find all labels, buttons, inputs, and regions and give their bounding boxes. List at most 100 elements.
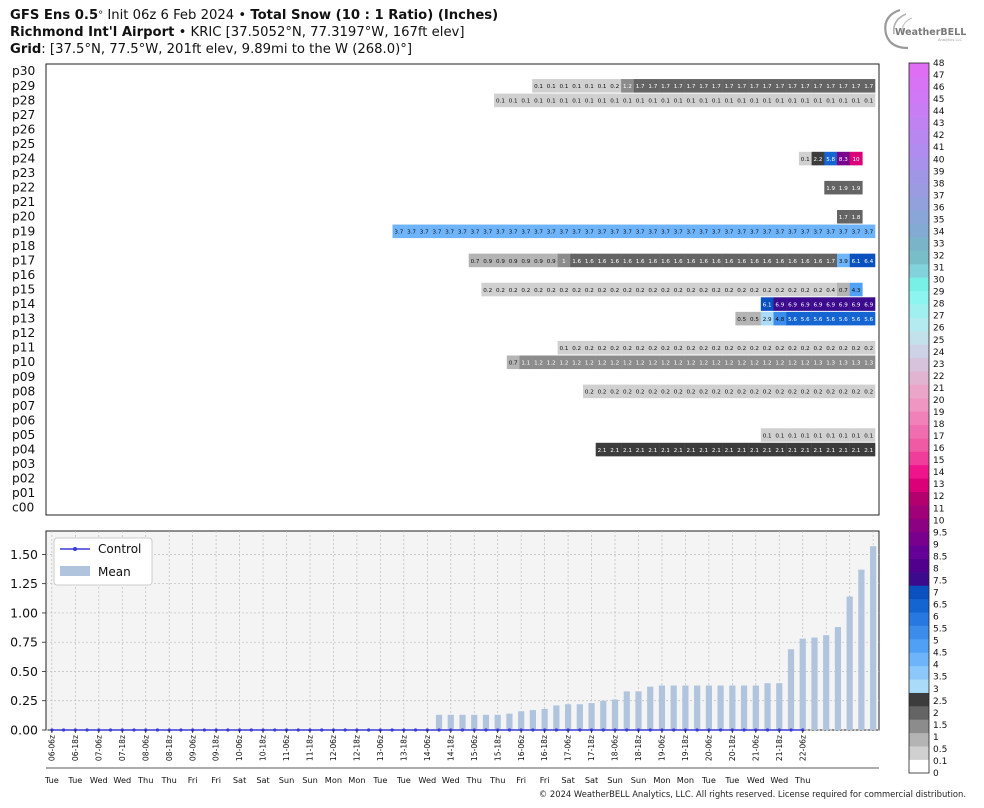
mean-bar <box>447 714 454 730</box>
colorbar-tick-label: 13 <box>933 480 944 490</box>
x-tick-label: 17-18z <box>587 735 596 761</box>
control-point <box>320 728 324 732</box>
heatmap-cell-value: 1.7 <box>725 84 734 90</box>
heatmap-cell <box>824 224 838 239</box>
day-label: Sat <box>585 775 599 785</box>
heatmap-cell-value: 0.1 <box>534 84 543 90</box>
heatmap-cell <box>684 355 698 370</box>
control-point <box>765 728 770 732</box>
day-label: Thu <box>466 775 482 785</box>
heatmap-cell-value: 1.7 <box>636 84 645 90</box>
y-tick-label: 1.50 <box>10 547 38 562</box>
weatherbell-logo: WeatherBELL Analytics LLC <box>884 8 966 50</box>
heatmap-cell <box>722 93 736 108</box>
y-tick-label: 0.75 <box>10 635 38 650</box>
init-time: Init 06z 6 Feb 2024 • <box>103 8 251 23</box>
heatmap-cell-value: 0.2 <box>712 346 721 352</box>
heatmap-cell <box>633 79 647 93</box>
heatmap-cell <box>544 224 558 239</box>
heatmap-cell <box>392 224 406 239</box>
colorbar-segment <box>909 89 929 104</box>
heatmap-cell-value: 0.1 <box>763 99 772 105</box>
heatmap-cell <box>684 253 698 268</box>
colorbar-tick-label: 20 <box>933 396 945 406</box>
row-label-p03: p03 <box>12 457 35 471</box>
heatmap-cell-value: 3.7 <box>712 230 721 236</box>
heatmap-cell <box>849 297 863 311</box>
heatmap-cell <box>697 93 711 108</box>
colorbar-tick-label: 2.5 <box>933 697 947 707</box>
heatmap-cell <box>710 282 723 297</box>
heatmap-cell <box>824 297 838 311</box>
heatmap-cell <box>773 340 787 355</box>
control-point <box>273 728 277 732</box>
heatmap-cell <box>760 384 774 399</box>
heatmap-cell-value: 0.2 <box>801 390 810 396</box>
legend: Control Mean <box>53 537 153 586</box>
row-label-p09: p09 <box>12 370 35 384</box>
heatmap-cell <box>646 442 660 457</box>
heatmap-cell-value: 0.1 <box>750 99 759 105</box>
day-label: Fri <box>516 775 526 785</box>
heatmap-cell <box>671 442 685 457</box>
heatmap-cell-value: 3.7 <box>636 230 645 236</box>
x-tick-label: 16-06z <box>517 735 526 761</box>
colorbar-tick-label: 2 <box>933 709 939 719</box>
row-label-p04: p04 <box>12 443 35 457</box>
legend-mean-swatch <box>60 566 90 576</box>
colorbar-segment <box>909 156 929 171</box>
heatmap-cell-value: 0.1 <box>864 99 873 105</box>
colorbar-tick-label: 34 <box>933 227 945 237</box>
heatmap-cell <box>735 311 749 326</box>
x-tick-label: 07-06z <box>94 735 103 761</box>
heatmap-cell-value: 3.7 <box>471 230 480 236</box>
heatmap-cell-value: 0.1 <box>636 99 645 105</box>
heatmap-cell <box>786 282 800 297</box>
heatmap-cell <box>595 282 609 297</box>
day-label: Wed <box>90 775 108 785</box>
heatmap-cell <box>748 442 761 457</box>
heatmap-cell-value: 1.6 <box>648 259 657 265</box>
heatmap-cell <box>595 442 609 457</box>
heatmap-cell <box>519 253 533 268</box>
control-point <box>296 728 300 732</box>
heatmap-cell-value: 0.2 <box>610 390 619 396</box>
control-point <box>578 728 582 732</box>
mean-bar <box>776 683 783 730</box>
colorbar-segment <box>909 411 929 425</box>
heatmap-cell <box>570 79 584 93</box>
title-line-3: Grid: [37.5°N, 77.5°W, 201ft elev, 9.89m… <box>10 41 412 58</box>
heatmap-cell <box>710 93 723 108</box>
heatmap-cell <box>570 224 584 239</box>
heatmap-cell <box>798 384 812 399</box>
heatmap-cell <box>824 340 838 355</box>
heatmap-cell-value: 2.1 <box>725 448 734 454</box>
heatmap-cell <box>811 297 825 311</box>
model-name: GFS Ens 0.5 <box>10 8 99 23</box>
x-tick-label: 08-18z <box>165 735 174 761</box>
colorbar-tick-label: 22 <box>933 372 944 382</box>
colorbar-tick-label: 8 <box>933 564 939 574</box>
heatmap-cell-value: 0.2 <box>610 84 619 90</box>
colorbar-tick-label: 26 <box>933 324 945 334</box>
heatmap-cell <box>786 340 800 355</box>
heatmap-cell-value: 2.1 <box>648 448 657 454</box>
heatmap-cell <box>646 340 660 355</box>
heatmap-cell-value: 2.2 <box>813 157 822 163</box>
heatmap-cell-value: 0.2 <box>623 288 632 294</box>
heatmap-cell-value: 0.2 <box>725 346 734 352</box>
heatmap-cell-value: 0.1 <box>839 433 848 439</box>
mean-bar <box>471 714 478 730</box>
heatmap-cell-value: 1.6 <box>725 259 734 265</box>
heatmap-cell-value: 0.1 <box>725 99 734 105</box>
heatmap-cell-value: 0.9 <box>547 259 556 265</box>
heatmap-cell-value: 3.7 <box>750 230 759 236</box>
colorbar-segment <box>909 317 929 332</box>
colorbar-tick-label: 38 <box>933 179 945 189</box>
mean-bar <box>553 705 560 730</box>
heatmap-cell-value: 0.2 <box>686 346 695 352</box>
heatmap-cell <box>710 79 723 93</box>
heatmap-cell-value: 2.1 <box>750 448 759 454</box>
control-point <box>226 728 230 732</box>
heatmap-cell <box>494 93 507 108</box>
